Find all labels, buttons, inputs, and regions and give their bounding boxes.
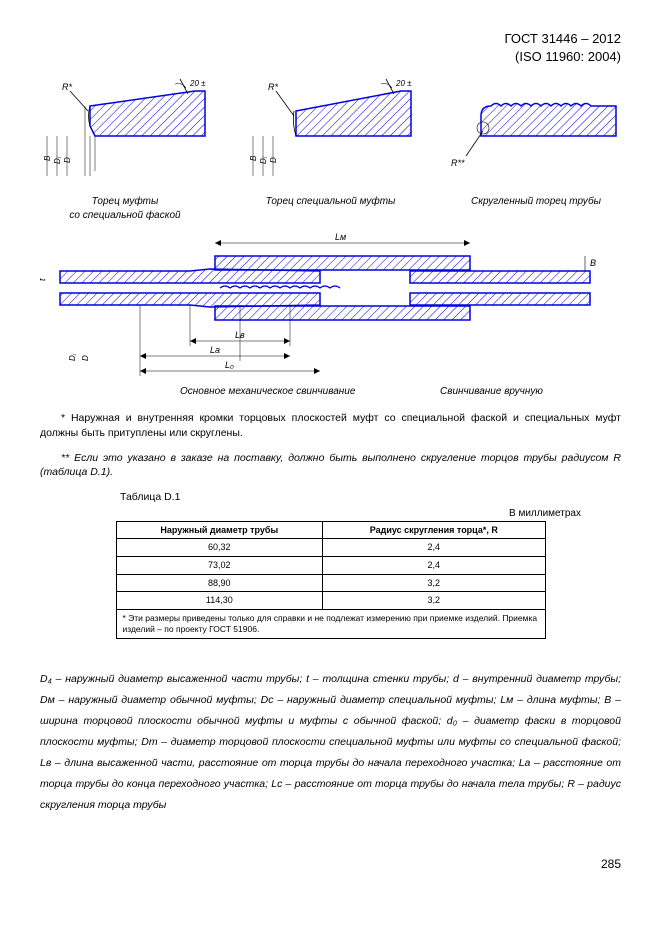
assembly-diagram: Lм B t Lв Lа L₀ xyxy=(40,231,621,401)
table-units: В миллиметрах xyxy=(40,507,581,521)
svg-text:D: D xyxy=(63,157,72,163)
table-row: 60,322,4 xyxy=(116,539,545,557)
svg-text:Dⱼ: Dⱼ xyxy=(259,157,268,165)
table-row: 88,903,2 xyxy=(116,574,545,592)
doc-header: ГОСТ 31446 – 2012 (ISO 11960: 2004) xyxy=(40,30,621,66)
table-title: Таблица D.1 xyxy=(120,490,621,505)
diagram-rounded-pipe-end: R** xyxy=(451,76,621,186)
svg-text:20 ±: 20 ± xyxy=(395,79,412,88)
svg-text:Lв: Lв xyxy=(235,330,245,340)
header-line1: ГОСТ 31446 – 2012 xyxy=(505,31,621,46)
svg-text:Dⱼ: Dⱼ xyxy=(68,354,77,362)
table-row: 73,022,4 xyxy=(116,557,545,575)
caption-3: Скругленный торец трубы xyxy=(451,195,621,223)
svg-text:B: B xyxy=(249,155,258,161)
header-line2: (ISO 11960: 2004) xyxy=(515,49,621,64)
svg-text:R**: R** xyxy=(451,158,465,168)
top-diagrams-row: R* 20 ± B Dⱼ D R* xyxy=(40,76,621,186)
note-2: ** Если это указано в заказе на поставку… xyxy=(40,451,621,480)
caption-2: Торец специальной муфты xyxy=(246,195,416,223)
svg-text:R*: R* xyxy=(268,82,278,92)
svg-text:Dⱼ: Dⱼ xyxy=(53,157,62,165)
svg-text:B: B xyxy=(590,258,596,268)
cap-left: Основное механическое свинчивание xyxy=(180,386,356,397)
th-2: Радиус скругления торца*, R xyxy=(323,521,545,539)
svg-text:t: t xyxy=(40,278,47,281)
svg-text:D: D xyxy=(81,355,90,361)
table-d1: Наружный диаметр трубы Радиус скругления… xyxy=(116,521,546,639)
top-captions-row: Торец муфтысо специальной фаской Торец с… xyxy=(40,191,621,223)
svg-text:Lм: Lм xyxy=(335,232,346,242)
page-number: 285 xyxy=(40,856,621,873)
legend: D₄ – наружный диаметр высаженной части т… xyxy=(40,669,621,816)
svg-text:D: D xyxy=(269,157,278,163)
cap-right: Свинчивание вручную xyxy=(440,386,543,397)
table-footnote: * Эти размеры приведены только для справ… xyxy=(116,609,545,638)
caption-1: Торец муфтысо специальной фаской xyxy=(40,195,210,223)
svg-text:R*: R* xyxy=(62,82,72,92)
svg-text:Lа: Lа xyxy=(210,345,220,355)
diagram-special-coupling: R* 20 ± B Dⱼ D xyxy=(246,76,416,186)
table-row: 114,303,2 xyxy=(116,592,545,610)
svg-text:B: B xyxy=(43,155,52,161)
note-1: * Наружная и внутренняя кромки торцовых … xyxy=(40,411,621,440)
svg-text:20 ±: 20 ± xyxy=(189,79,206,88)
th-1: Наружный диаметр трубы xyxy=(116,521,323,539)
diagram-coupling-bevel: R* 20 ± B Dⱼ D xyxy=(40,76,210,186)
svg-text:L₀: L₀ xyxy=(225,360,234,370)
